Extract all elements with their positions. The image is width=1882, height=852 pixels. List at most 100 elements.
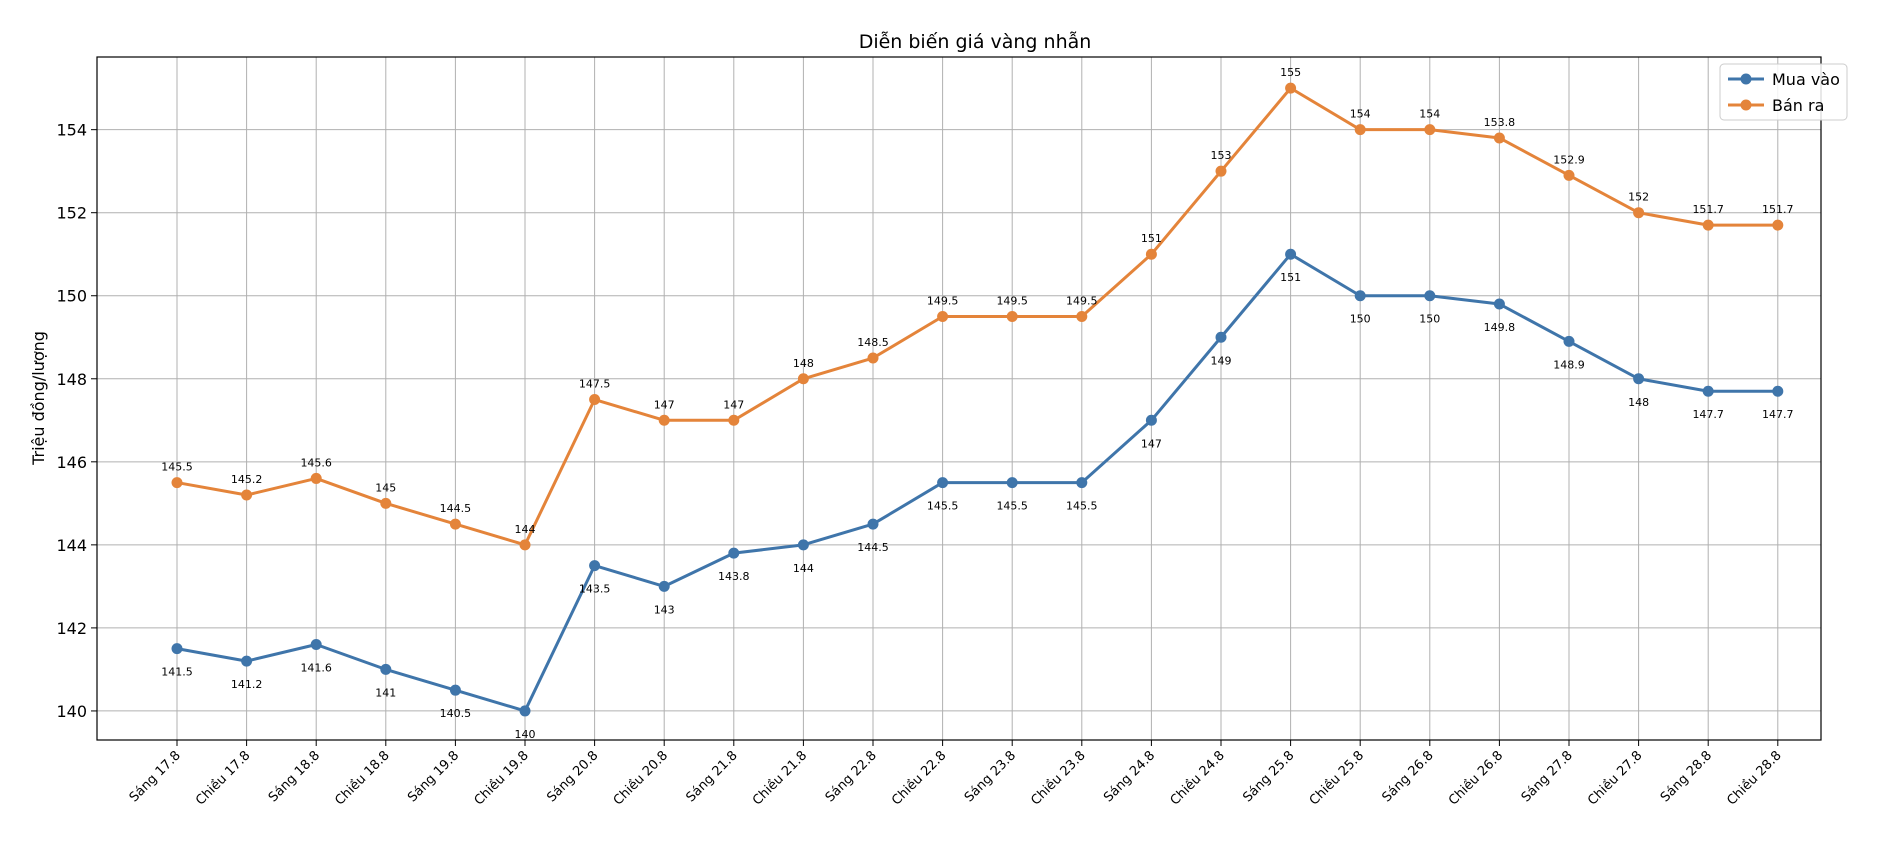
data-label: 154 [1350, 108, 1371, 121]
data-point [310, 472, 322, 484]
data-label: 149 [1211, 354, 1232, 367]
data-point [241, 489, 253, 501]
data-point [937, 477, 949, 489]
data-point [519, 705, 531, 717]
data-point [1215, 331, 1227, 343]
data-label: 144 [515, 523, 536, 536]
chart-title: Diễn biến giá vàng nhẫn [859, 30, 1092, 53]
data-point [1563, 169, 1575, 181]
data-point [1563, 335, 1575, 347]
data-label: 153.8 [1484, 116, 1516, 129]
data-label: 140 [515, 728, 536, 741]
x-tick-label: Sáng 28.8 [1658, 748, 1715, 805]
x-tick-label: Sáng 26.8 [1379, 748, 1436, 805]
x-tick-label: Sáng 25.8 [1240, 748, 1297, 805]
y-tick-label: 142 [56, 619, 87, 638]
data-label: 141.5 [161, 666, 193, 679]
x-tick-label: Sáng 24.8 [1101, 748, 1158, 805]
x-tick-label: Sáng 17.8 [127, 748, 184, 805]
data-point [1354, 290, 1366, 302]
data-point [1702, 219, 1714, 231]
data-point [797, 373, 809, 385]
data-label: 141.6 [300, 662, 332, 675]
data-point [1285, 248, 1297, 260]
data-labels: 141.5 141.2 141.6 141 140.5 140 143.5 143 143.8 1… [161, 66, 1793, 741]
x-tick-label: Sáng 19.8 [405, 748, 462, 805]
plot-frame [96, 56, 1822, 741]
x-tick-label: Sáng 18.8 [266, 748, 323, 805]
data-point [1285, 82, 1297, 94]
legend-marker [1740, 99, 1752, 111]
data-point [1006, 477, 1018, 489]
series-line [176, 252, 1778, 713]
data-label: 147.7 [1692, 408, 1724, 421]
data-label: 151 [1141, 232, 1162, 245]
data-label: 150 [1350, 313, 1371, 326]
legend-label: Bán ra [1772, 96, 1824, 115]
data-label: 144 [793, 562, 814, 575]
data-point [380, 497, 392, 509]
y-tick-label: 148 [56, 370, 87, 389]
data-label: 141 [375, 686, 396, 699]
data-point [1493, 132, 1505, 144]
data-point [1145, 248, 1157, 260]
x-tick-label: Chiều 20.8 [611, 748, 671, 808]
data-point [658, 414, 670, 426]
data-point [1633, 207, 1645, 219]
x-tick-label: Sáng 21.8 [683, 748, 740, 805]
data-point [241, 655, 253, 667]
data-point [519, 539, 531, 551]
data-label: 149.8 [1484, 321, 1516, 334]
data-label: 143.5 [579, 583, 611, 596]
data-label: 147.7 [1762, 408, 1794, 421]
legend-marker [1740, 73, 1752, 85]
data-point [1424, 290, 1436, 302]
data-label: 144.5 [857, 541, 889, 554]
data-label: 154 [1419, 108, 1440, 121]
data-point [171, 477, 183, 489]
data-label: 147 [654, 398, 675, 411]
data-label: 145 [375, 481, 396, 494]
legend: Mua vào Bán ra [1719, 63, 1848, 121]
x-tick-label: Chiều 27.8 [1585, 748, 1645, 808]
data-label: 147 [1141, 437, 1162, 450]
data-label: 149.5 [1066, 294, 1098, 307]
data-label: 143 [654, 603, 675, 616]
data-point [1702, 385, 1714, 397]
x-tick-label: Sáng 27.8 [1519, 748, 1576, 805]
data-label: 152.9 [1553, 153, 1585, 166]
data-point [728, 414, 740, 426]
data-label: 145.6 [300, 456, 332, 469]
data-point [867, 352, 879, 364]
data-label: 148 [793, 357, 814, 370]
data-label: 155 [1280, 66, 1301, 79]
data-label: 147.5 [579, 378, 611, 391]
y-tick-label: 140 [56, 702, 87, 721]
data-label: 151 [1280, 271, 1301, 284]
data-point [1424, 124, 1436, 136]
data-label: 145.5 [927, 500, 959, 513]
legend-label: Mua vào [1772, 70, 1840, 89]
data-label: 149.5 [996, 294, 1028, 307]
data-point [589, 560, 601, 572]
data-point [1076, 477, 1088, 489]
data-point [1633, 373, 1645, 385]
x-tick-label: Chiều 22.8 [889, 748, 949, 808]
y-tick-label: 152 [56, 204, 87, 223]
x-tick-label: Chiều 28.8 [1724, 748, 1784, 808]
data-point [867, 518, 879, 530]
x-tick-label: Chiều 23.8 [1028, 748, 1088, 808]
x-tick-label: Sáng 22.8 [823, 748, 880, 805]
data-point [1772, 219, 1784, 231]
data-label: 148.5 [857, 336, 889, 349]
data-label: 150 [1419, 313, 1440, 326]
x-tick-label: Chiều 26.8 [1446, 748, 1506, 808]
data-label: 145.5 [996, 500, 1028, 513]
data-point [449, 684, 461, 696]
data-point [1006, 310, 1018, 322]
grid-lines [97, 57, 1821, 740]
y-tick-label: 146 [56, 453, 87, 472]
data-point [797, 539, 809, 551]
x-tick-label: Chiều 24.8 [1168, 748, 1228, 808]
